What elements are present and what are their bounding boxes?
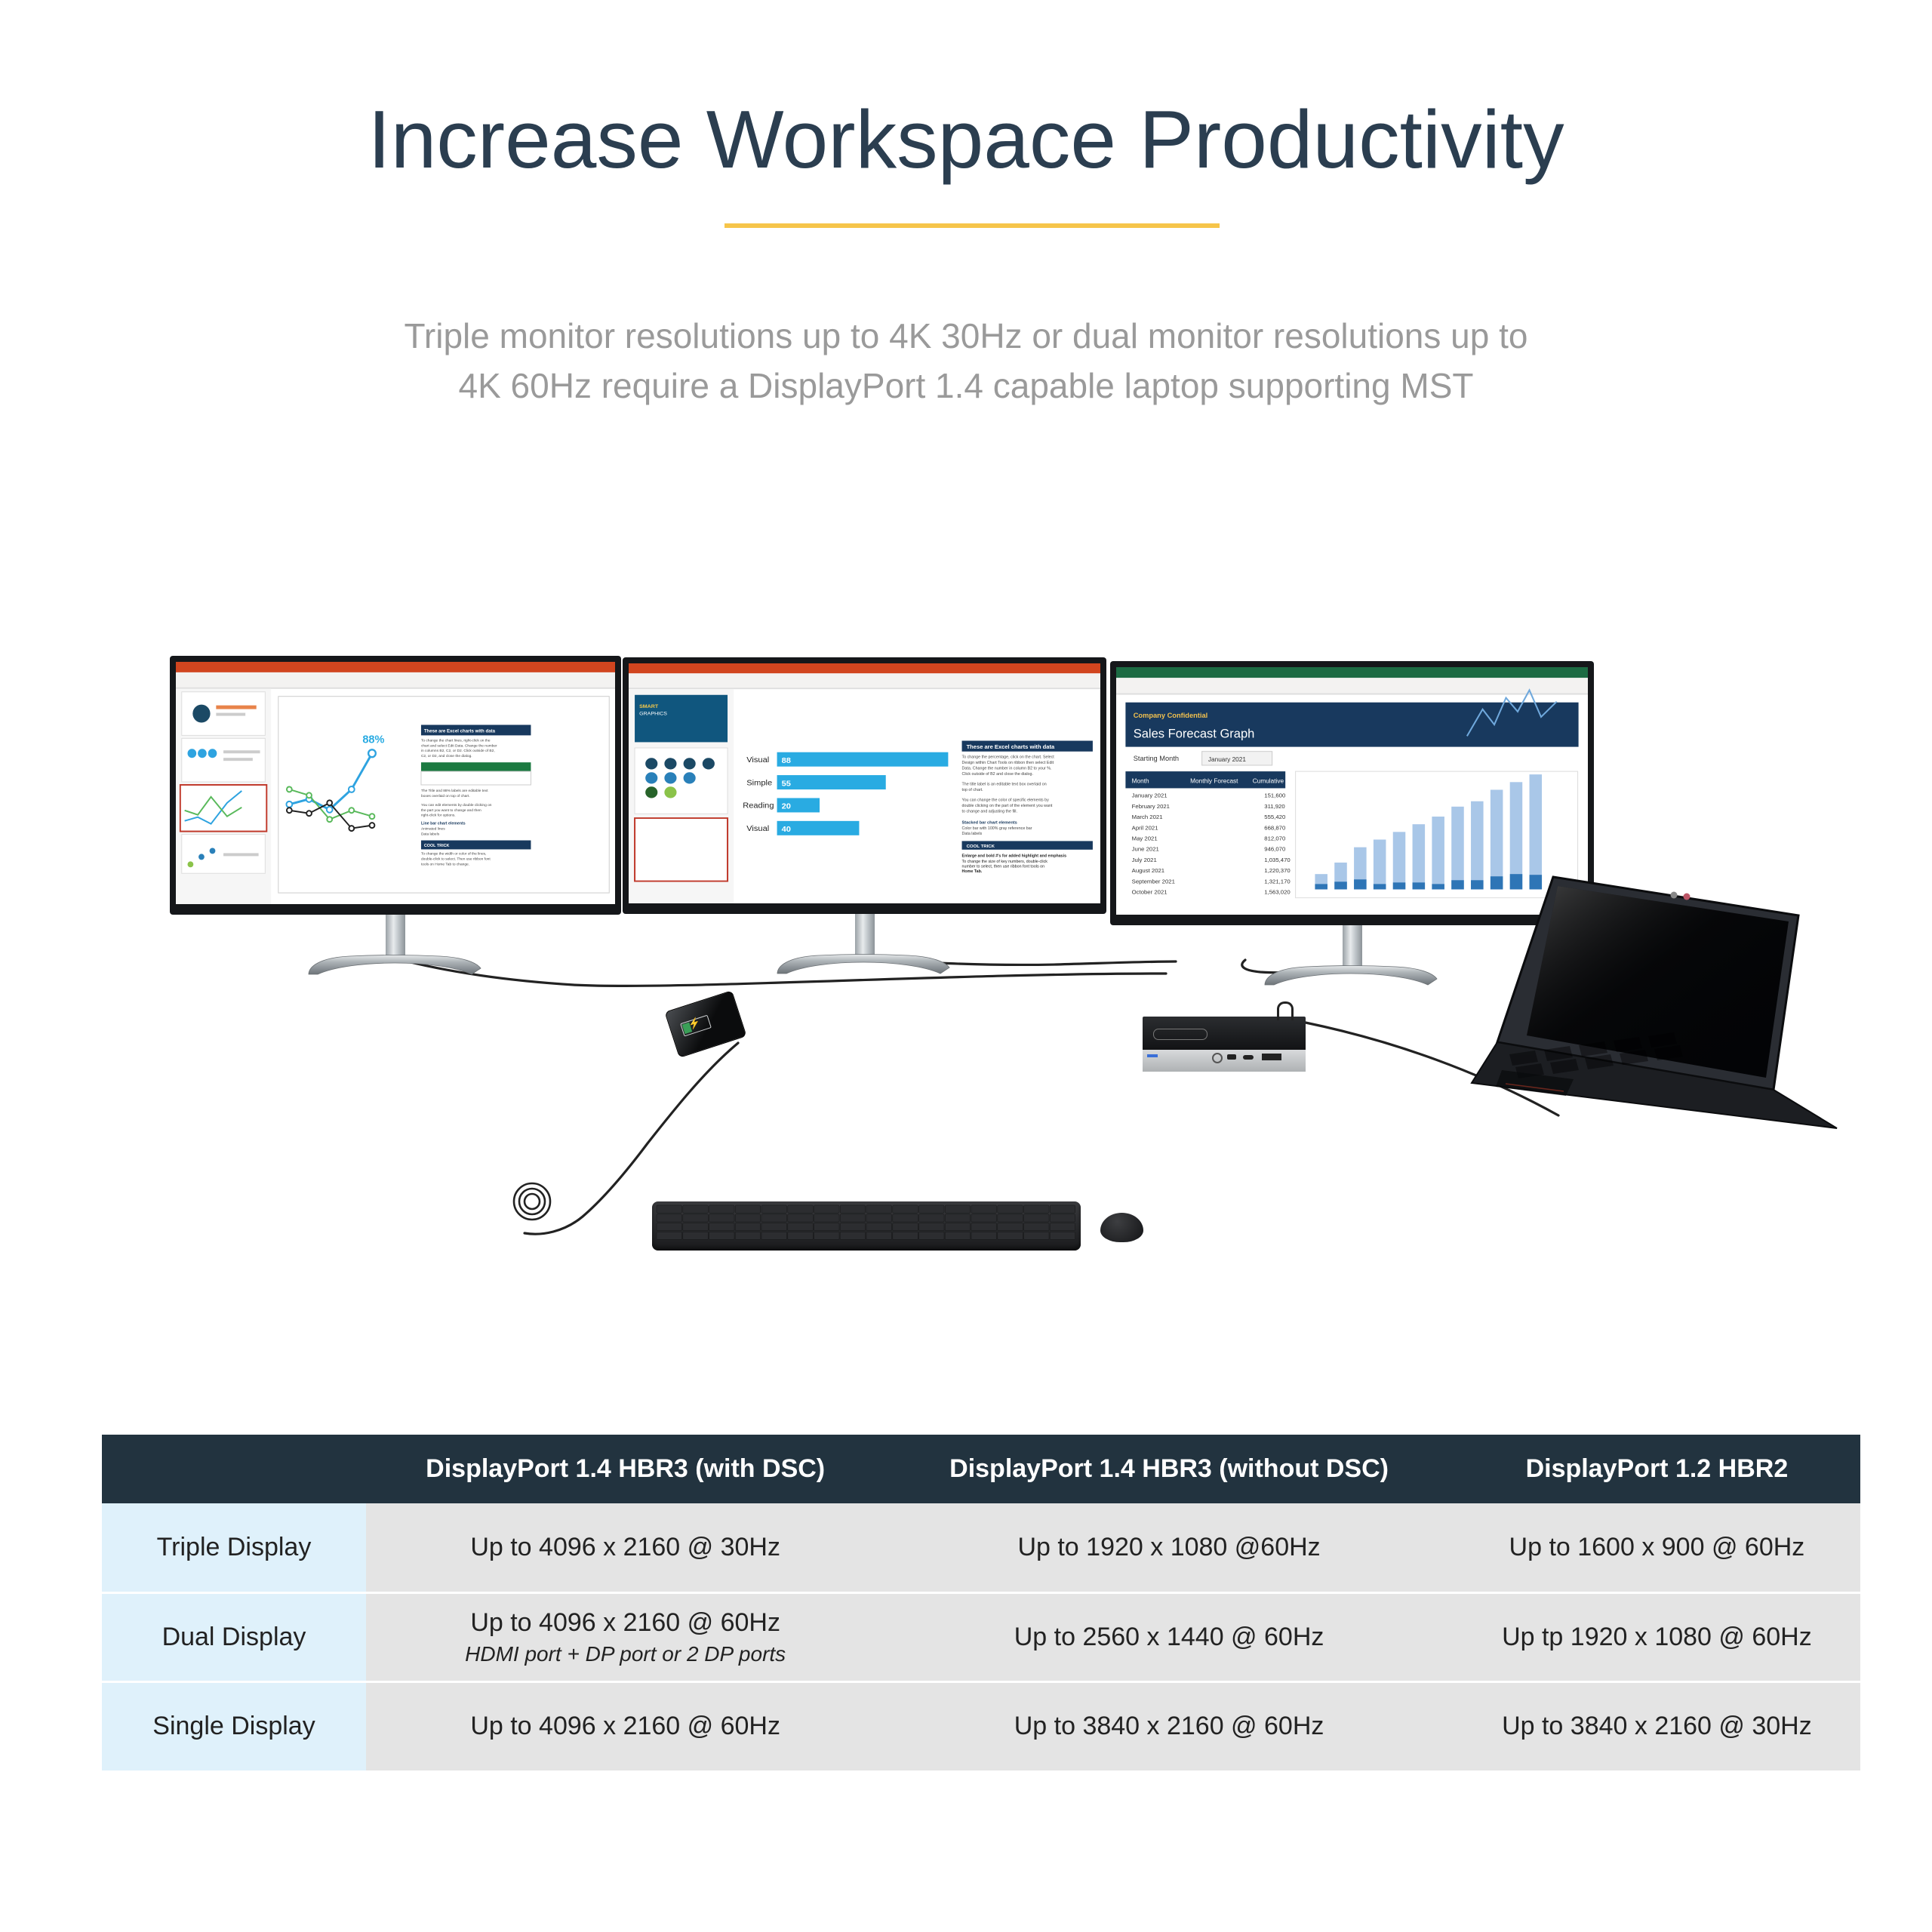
svg-text:88: 88 — [782, 756, 791, 765]
svg-text:boxes overlaid on top of chart: boxes overlaid on top of chart. — [421, 794, 470, 798]
svg-text:To change the size of key numb: To change the size of key numbers, doubl… — [962, 860, 1048, 864]
svg-text:Simple: Simple — [746, 779, 772, 788]
svg-text:Data. Change the number in col: Data. Change the number in column B2 to … — [962, 767, 1052, 771]
svg-text:946,070: 946,070 — [1264, 846, 1285, 853]
svg-text:COOL TRICK: COOL TRICK — [967, 844, 995, 849]
svg-text:Sales Forecast Graph: Sales Forecast Graph — [1134, 728, 1255, 741]
svg-text:Home Tab.: Home Tab. — [962, 869, 983, 874]
svg-text:SMART: SMART — [639, 704, 659, 709]
svg-text:April 2021: April 2021 — [1132, 824, 1158, 831]
svg-text:number to select, then use rib: number to select, then use ribbon font t… — [962, 865, 1045, 869]
svg-text:Click outside of B2 and close: Click outside of B2 and close the dialog… — [962, 772, 1033, 777]
svg-text:in columns B2, C2, or D2. Clic: in columns B2, C2, or D2. Click outside … — [421, 749, 495, 753]
svg-text:The Title and 88% labels are e: The Title and 88% labels are editable te… — [421, 789, 488, 793]
svg-text:chart and select Edit Data. Ch: chart and select Edit Data. Change the n… — [421, 743, 497, 748]
svg-text:Visual: Visual — [746, 824, 769, 833]
svg-text:Month: Month — [1132, 777, 1149, 784]
svg-text:You can edit elements by doubl: You can edit elements by double clicking… — [421, 803, 492, 808]
svg-text:COOL TRICK: COOL TRICK — [424, 844, 450, 848]
svg-text:September 2021: September 2021 — [1132, 878, 1175, 884]
svg-text:May 2021: May 2021 — [1132, 835, 1158, 842]
svg-text:40: 40 — [782, 825, 791, 834]
svg-text:to change and adjusting the fi: to change and adjusting the fill. — [962, 810, 1017, 814]
svg-text:Monthly Forecast: Monthly Forecast — [1190, 777, 1238, 784]
svg-text:To change the chart lines, rig: To change the chart lines, right-click o… — [421, 738, 491, 743]
svg-text:October 2021: October 2021 — [1132, 889, 1168, 896]
svg-text:You can change the color of sp: You can change the color of specific ele… — [962, 798, 1050, 802]
svg-text:Line bar chart elements: Line bar chart elements — [421, 822, 466, 826]
svg-text:double clicking on the part of: double clicking on the part of the eleme… — [962, 804, 1053, 808]
svg-text:Stacked bar chart elements: Stacked bar chart elements — [962, 821, 1017, 826]
svg-text:Visual: Visual — [746, 755, 769, 764]
svg-text:Cumulative: Cumulative — [1253, 777, 1284, 784]
svg-text:The title label is an editable: The title label is an editable text box … — [962, 782, 1047, 786]
svg-text:GRAPHICS: GRAPHICS — [639, 711, 667, 716]
svg-text:88%: 88% — [362, 734, 384, 746]
svg-text:To change the percentage, clic: To change the percentage, click on the c… — [962, 755, 1055, 759]
svg-text:Data labels: Data labels — [421, 832, 440, 837]
svg-text:1,563,020: 1,563,020 — [1264, 889, 1290, 896]
svg-text:the part you want to change an: the part you want to change and then — [421, 808, 481, 813]
svg-text:right-click for options.: right-click for options. — [421, 814, 456, 818]
svg-text:January 2021: January 2021 — [1132, 792, 1168, 799]
svg-text:August 2021: August 2021 — [1132, 867, 1164, 874]
svg-text:311,920: 311,920 — [1264, 803, 1284, 810]
svg-text:55: 55 — [782, 780, 791, 789]
svg-text:Company Confidential: Company Confidential — [1134, 712, 1208, 719]
svg-text:February 2021: February 2021 — [1132, 803, 1170, 810]
svg-text:tools on Home Tab to change.: tools on Home Tab to change. — [421, 862, 469, 866]
svg-text:double-click to select. Then u: double-click to select. Then use ribbon … — [421, 857, 491, 861]
svg-text:Animated lines: Animated lines — [421, 827, 445, 832]
svg-text:Data labels: Data labels — [962, 832, 983, 836]
svg-text:C2, or D2, and close the dialo: C2, or D2, and close the dialog. — [421, 754, 472, 758]
svg-text:Starting Month: Starting Month — [1134, 755, 1179, 762]
svg-text:These are Excel charts with da: These are Excel charts with data — [424, 728, 496, 734]
svg-text:January 2021: January 2021 — [1208, 756, 1246, 763]
svg-text:1,321,170: 1,321,170 — [1264, 878, 1290, 884]
svg-text:Reading: Reading — [743, 801, 774, 811]
svg-text:20: 20 — [782, 802, 791, 811]
svg-text:Color bar with 100% gray refer: Color bar with 100% gray reference bar — [962, 826, 1032, 831]
svg-text:Design within Chart Tools on r: Design within Chart Tools on ribbon then… — [962, 761, 1054, 765]
svg-text:Enlarge and bold #'s for added: Enlarge and bold #'s for added highlight… — [962, 854, 1067, 858]
svg-text:668,870: 668,870 — [1264, 824, 1285, 831]
svg-text:These are Excel charts with da: These are Excel charts with data — [967, 743, 1056, 750]
svg-text:812,070: 812,070 — [1264, 835, 1285, 842]
svg-text:March 2021: March 2021 — [1132, 814, 1163, 820]
svg-text:151,600: 151,600 — [1264, 792, 1285, 799]
svg-text:555,420: 555,420 — [1264, 814, 1285, 820]
svg-text:June 2021: June 2021 — [1132, 846, 1159, 853]
svg-text:1,035,470: 1,035,470 — [1264, 857, 1290, 863]
svg-text:1,220,370: 1,220,370 — [1264, 867, 1290, 874]
svg-text:To change the width or color o: To change the width or color of the line… — [421, 851, 486, 856]
svg-text:July 2021: July 2021 — [1132, 857, 1157, 863]
svg-text:top of chart.: top of chart. — [962, 788, 983, 792]
